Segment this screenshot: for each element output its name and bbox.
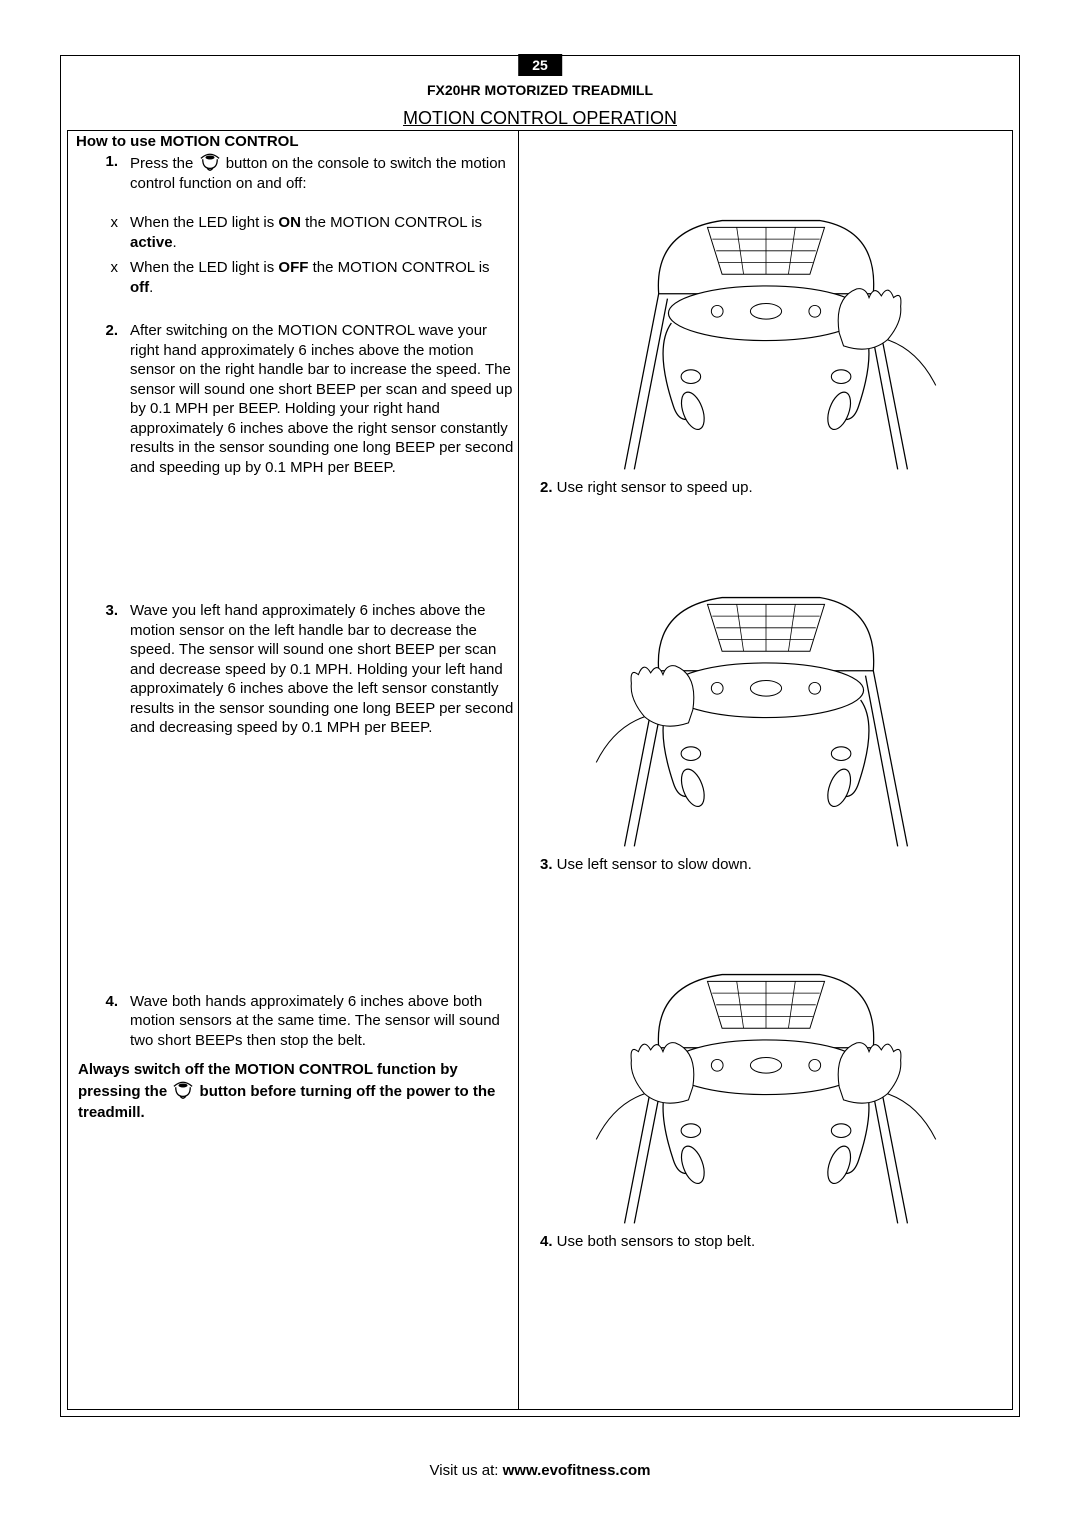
led-on-note: x When the LED light is ON the MOTION CO… xyxy=(76,213,514,252)
step-4: 4. Wave both hands approximately 6 inche… xyxy=(76,992,514,1051)
figure-right-sensor xyxy=(566,173,966,473)
caption-2-text: Use right sensor to speed up. xyxy=(553,479,753,496)
led-on-text: When the LED light is ON the MOTION CONT… xyxy=(130,213,514,252)
step-3: 3. Wave you left hand approximately 6 in… xyxy=(76,601,514,738)
bullet: x xyxy=(76,213,130,252)
left-column: How to use MOTION CONTROL 1. Press the b… xyxy=(76,133,514,1411)
footer-link: www.evofitness.com xyxy=(503,1462,651,1479)
led-off-text: When the LED light is OFF the MOTION CON… xyxy=(130,258,514,297)
step-3-text: Wave you left hand approximately 6 inche… xyxy=(130,601,514,738)
caption-2: 2. Use right sensor to speed up. xyxy=(540,479,1004,496)
footer-prefix: Visit us at: xyxy=(430,1462,503,1479)
column-separator xyxy=(518,131,519,1409)
figure-both-sensors xyxy=(566,927,966,1227)
product-title: FX20HR MOTORIZED TREADMILL xyxy=(61,82,1019,98)
page-border: 25 FX20HR MOTORIZED TREADMILL MOTION CON… xyxy=(60,55,1020,1417)
content-box: How to use MOTION CONTROL 1. Press the b… xyxy=(67,130,1013,1410)
step-2: 2. After switching on the MOTION CONTROL… xyxy=(76,321,514,477)
footer: Visit us at: www.evofitness.com xyxy=(0,1462,1080,1479)
figure-left-sensor xyxy=(566,550,966,850)
motion-control-icon xyxy=(198,152,222,172)
step-4-number: 4. xyxy=(76,992,130,1051)
caption-4-num: 4. xyxy=(540,1233,553,1250)
caption-4-text: Use both sensors to stop belt. xyxy=(553,1233,756,1250)
step-3-number: 3. xyxy=(76,601,130,738)
step-2-number: 2. xyxy=(76,321,130,477)
step-1-pre: Press the xyxy=(130,155,198,172)
caption-4: 4. Use both sensors to stop belt. xyxy=(540,1233,1004,1250)
bullet: x xyxy=(76,258,130,297)
step-4-text: Wave both hands approximately 6 inches a… xyxy=(130,992,514,1051)
step-1-text: Press the button on the console to switc… xyxy=(130,152,514,193)
how-to-heading: How to use MOTION CONTROL xyxy=(76,133,514,150)
page-number-badge: 25 xyxy=(518,54,562,76)
caption-2-num: 2. xyxy=(540,479,553,496)
step-2-text: After switching on the MOTION CONTROL wa… xyxy=(130,321,514,477)
section-heading: MOTION CONTROL OPERATION xyxy=(61,108,1019,129)
caption-3: 3. Use left sensor to slow down. xyxy=(540,856,1004,873)
right-column: 2. Use right sensor to speed up. 3. Use … xyxy=(528,133,1004,1411)
step-1-number: 1. xyxy=(76,152,130,193)
step-1: 1. Press the button on the console to sw… xyxy=(76,152,514,193)
caption-3-text: Use left sensor to slow down. xyxy=(553,856,752,873)
led-off-note: x When the LED light is OFF the MOTION C… xyxy=(76,258,514,297)
caption-3-num: 3. xyxy=(540,856,553,873)
always-off-note: Always switch off the MOTION CONTROL fun… xyxy=(78,1060,514,1123)
motion-control-icon xyxy=(171,1080,195,1100)
